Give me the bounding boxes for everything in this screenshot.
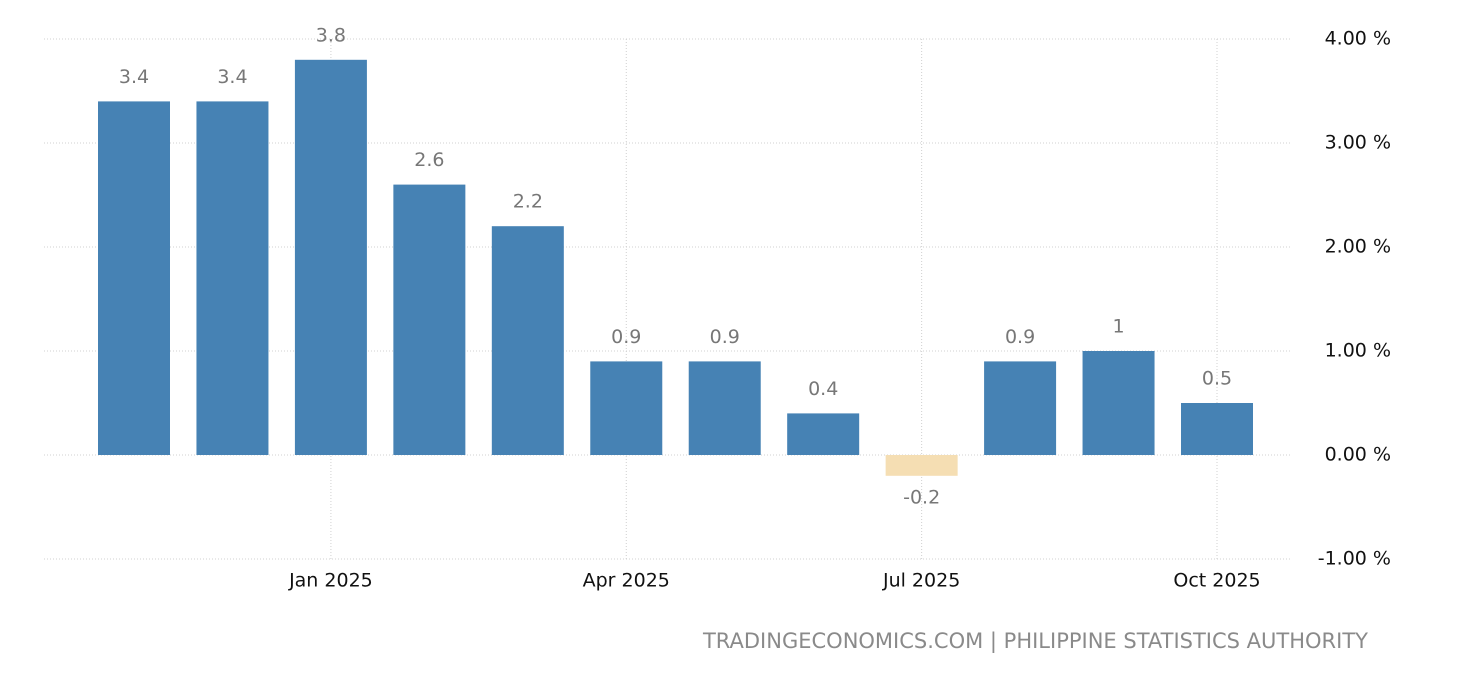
- y-tick-label: 1.00 %: [1325, 340, 1391, 362]
- value-label: 0.9: [1005, 326, 1035, 348]
- bar: [98, 101, 170, 456]
- value-label: 2.2: [513, 191, 543, 213]
- y-tick-label: 0.00 %: [1325, 444, 1391, 466]
- bar: [1082, 351, 1155, 455]
- x-tick-label: Jan 2025: [288, 570, 373, 592]
- value-label: 3.8: [316, 24, 346, 46]
- value-label: 0.9: [611, 326, 641, 348]
- y-tick-label: 4.00 %: [1325, 28, 1391, 50]
- value-label: 3.4: [119, 66, 149, 88]
- source: TRADINGECONOMICS.COM | PHILIPPINE STATIS…: [702, 629, 1368, 654]
- value-label: 0.4: [808, 378, 838, 400]
- bar: [294, 59, 367, 456]
- value-label: 0.9: [710, 326, 740, 348]
- bar: [491, 226, 564, 455]
- x-tick-label: Apr 2025: [583, 570, 670, 592]
- bar: [787, 413, 860, 455]
- bar: [196, 101, 269, 456]
- value-label: 2.6: [414, 149, 444, 171]
- y-tick-label: 3.00 %: [1325, 132, 1391, 154]
- x-tick-label: Oct 2025: [1173, 570, 1260, 592]
- bar: [393, 184, 466, 455]
- y-tick-label: 2.00 %: [1325, 236, 1391, 258]
- y-tick-label: -1.00 %: [1318, 548, 1391, 570]
- value-label: 1: [1112, 316, 1124, 338]
- x-tick-label: Jul 2025: [882, 570, 960, 592]
- bar: [1181, 403, 1253, 455]
- value-label: -0.2: [903, 486, 940, 508]
- bar: [984, 361, 1057, 455]
- bar: [885, 455, 958, 476]
- bar: [590, 361, 663, 455]
- bar: [688, 361, 761, 455]
- value-label: 0.5: [1202, 368, 1232, 390]
- value-label: 3.4: [217, 66, 247, 88]
